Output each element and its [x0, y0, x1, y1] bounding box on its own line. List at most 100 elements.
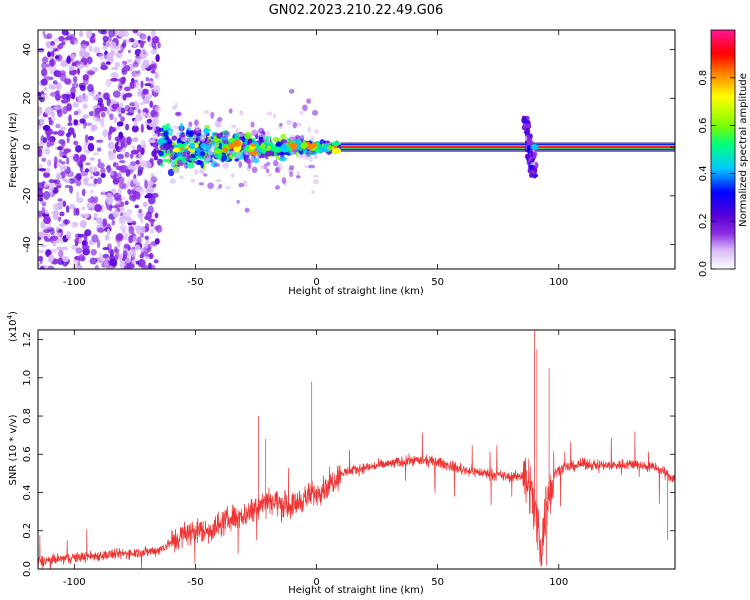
heatmap-cell [137, 210, 144, 219]
heatmap-cell [278, 156, 287, 162]
heatmap-cell [132, 220, 137, 226]
heatmap-cell [57, 216, 62, 222]
heatmap-cell [134, 186, 142, 192]
heatmap-cell [281, 177, 287, 184]
snr-multiplier: (x104) [6, 311, 19, 342]
heatmap-cell [40, 94, 45, 98]
heatmap-cell [55, 83, 61, 89]
y-tick-label: 0.0 [22, 561, 33, 577]
heatmap-cell [138, 225, 146, 234]
heatmap-cell [48, 116, 52, 120]
heatmap-cell [118, 164, 127, 174]
heatmap-cell [173, 147, 181, 153]
heatmap-cell [172, 125, 179, 130]
heatmap-cell [69, 92, 76, 99]
heatmap-cell [89, 189, 94, 194]
heatmap-cell [59, 126, 67, 131]
heatmap-cell [526, 138, 531, 146]
heatmap-cell [109, 113, 114, 121]
heatmap-cell [44, 226, 51, 230]
heatmap-cell [116, 200, 121, 205]
heatmap-cell [206, 154, 211, 162]
heatmap-cell [113, 116, 118, 124]
heatmap-cell [93, 46, 100, 54]
heatmap-cell [192, 134, 197, 142]
heatmap-cell [120, 206, 125, 212]
heatmap-cell [151, 192, 159, 199]
heatmap-cell [112, 209, 119, 218]
heatmap-cell [39, 197, 44, 202]
heatmap-cell [524, 153, 530, 160]
heatmap-cell [97, 30, 106, 34]
heatmap-cell [82, 175, 90, 183]
heatmap-cell [81, 244, 90, 250]
heatmap-cell [266, 111, 273, 116]
heatmap-cell [86, 183, 94, 187]
heatmap-cell [85, 30, 93, 39]
heatmap-cell [140, 80, 144, 88]
heatmap-cell [275, 185, 280, 190]
heatmap-cell [41, 68, 48, 77]
heatmap-cell [266, 161, 271, 166]
heatmap-cell [219, 136, 228, 141]
heatmap-cell [87, 70, 96, 75]
heatmap-cell [50, 111, 56, 118]
heatmap-cell [179, 175, 184, 180]
x-tick-label: 0 [313, 577, 319, 588]
heatmap-cell [66, 31, 70, 37]
heatmap-cell [54, 104, 62, 110]
heatmap-cell [127, 49, 131, 54]
heatmap-cell [77, 94, 84, 104]
y-tick-label: 20 [22, 92, 33, 105]
snr-x-ticks: -100 -50 0 50 100 [63, 330, 568, 588]
heatmap-cell [145, 76, 150, 82]
heatmap-cell [38, 231, 46, 238]
heatmap-cell [67, 127, 75, 135]
heatmap-cell [57, 198, 63, 202]
heatmap-cell [122, 250, 128, 258]
heatmap-cell [198, 182, 205, 186]
heatmap-cell [116, 106, 122, 113]
heatmap-cell [38, 124, 43, 130]
heatmap-cell [62, 200, 67, 207]
heatmap-cell [65, 205, 70, 213]
heatmap-cell [96, 217, 103, 225]
heatmap-cell [73, 140, 79, 146]
y-tick-label: -40 [22, 236, 33, 252]
heatmap-cell [55, 226, 59, 232]
carrier-core [340, 145, 675, 149]
heatmap-cell [62, 256, 69, 263]
heatmap-cell [147, 196, 156, 205]
heatmap-cell [87, 143, 95, 152]
y-tick-label: 40 [22, 43, 33, 56]
heatmap-cell [65, 231, 72, 240]
heatmap-cell [59, 211, 65, 217]
heatmap-cell [50, 117, 57, 121]
heatmap-cell [44, 209, 49, 215]
heatmap-cell [105, 78, 112, 88]
heatmap-cell [299, 110, 304, 116]
heatmap-cell [82, 248, 91, 256]
heatmap-cell [527, 146, 530, 154]
heatmap-cell [268, 173, 273, 177]
heatmap-cell [100, 111, 106, 118]
spectrogram-frame [37, 29, 676, 270]
heatmap-cell [98, 253, 103, 261]
heatmap-cell [112, 161, 119, 168]
heatmap-cell [249, 156, 254, 162]
heatmap-cell [92, 112, 96, 121]
heatmap-cell [112, 148, 117, 154]
heatmap-cell [200, 160, 204, 169]
heatmap-cell [115, 234, 121, 243]
heatmap-cell [89, 166, 94, 175]
heatmap-cell [176, 131, 180, 137]
heatmap-cell [215, 121, 223, 128]
heatmap-cell [112, 90, 121, 98]
spectrogram-panel: -100 -50 0 50 100 -40 -20 0 20 40 Height of stra… [8, 29, 676, 297]
heatmap-cell [113, 246, 118, 253]
heatmap-cell [251, 137, 256, 142]
heatmap-cell [135, 104, 140, 111]
heatmap-cell [126, 218, 134, 223]
heatmap-cell [232, 155, 240, 159]
